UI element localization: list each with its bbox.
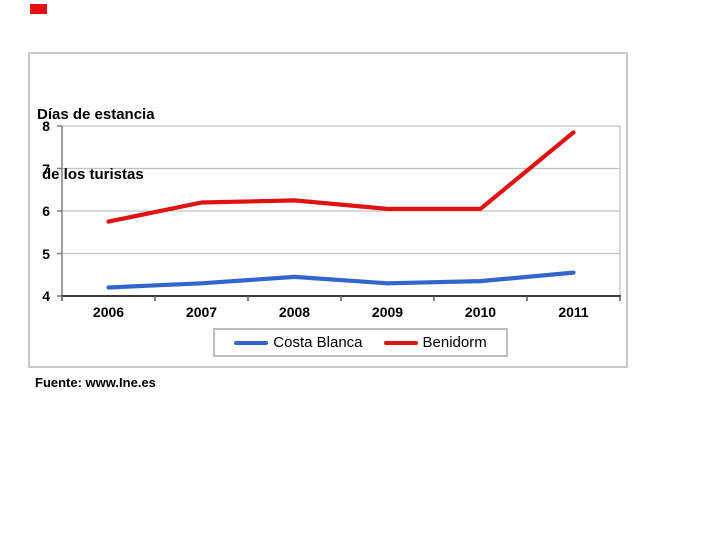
series-line-benidorm	[106, 130, 576, 224]
x-tick-label: 2006	[92, 304, 125, 320]
chart-title: Días de estancia de los turistas	[37, 65, 155, 225]
legend-swatch-costa-blanca	[234, 340, 269, 345]
source-note: Fuente: www.Ine.es	[35, 375, 156, 390]
y-tick-label: 8	[42, 118, 50, 134]
y-tick-label: 6	[42, 203, 50, 219]
x-tick-label: 2010	[464, 304, 497, 320]
x-tick-label: 2009	[371, 304, 404, 320]
x-tick-label: 2007	[185, 304, 218, 320]
chart-frame: Días de estancia de los turistas 4 5 6 7 8 2…	[28, 52, 628, 368]
chart-title-line1: Días de estancia	[37, 106, 155, 123]
y-tick-label: 7	[42, 160, 50, 177]
legend-swatch-benidorm	[383, 340, 418, 345]
legend-label: Benidorm	[422, 334, 487, 351]
legend-label: Costa Blanca	[273, 334, 363, 351]
legend-item-costa-blanca: Costa Blanca	[234, 334, 363, 351]
line-chart-svg	[57, 125, 621, 301]
y-tick-label: 5	[42, 245, 50, 262]
red-marker	[30, 4, 47, 14]
x-tick-label: 2008	[278, 304, 311, 320]
legend: Costa Blanca Benidorm	[213, 328, 508, 357]
legend-item-benidorm: Benidorm	[383, 334, 487, 351]
y-tick-label: 4	[42, 288, 50, 304]
series-line-costa-blanca	[106, 270, 576, 290]
chart-title-line2: de los turistas	[42, 166, 144, 183]
x-tick-label: 2011	[558, 304, 589, 320]
